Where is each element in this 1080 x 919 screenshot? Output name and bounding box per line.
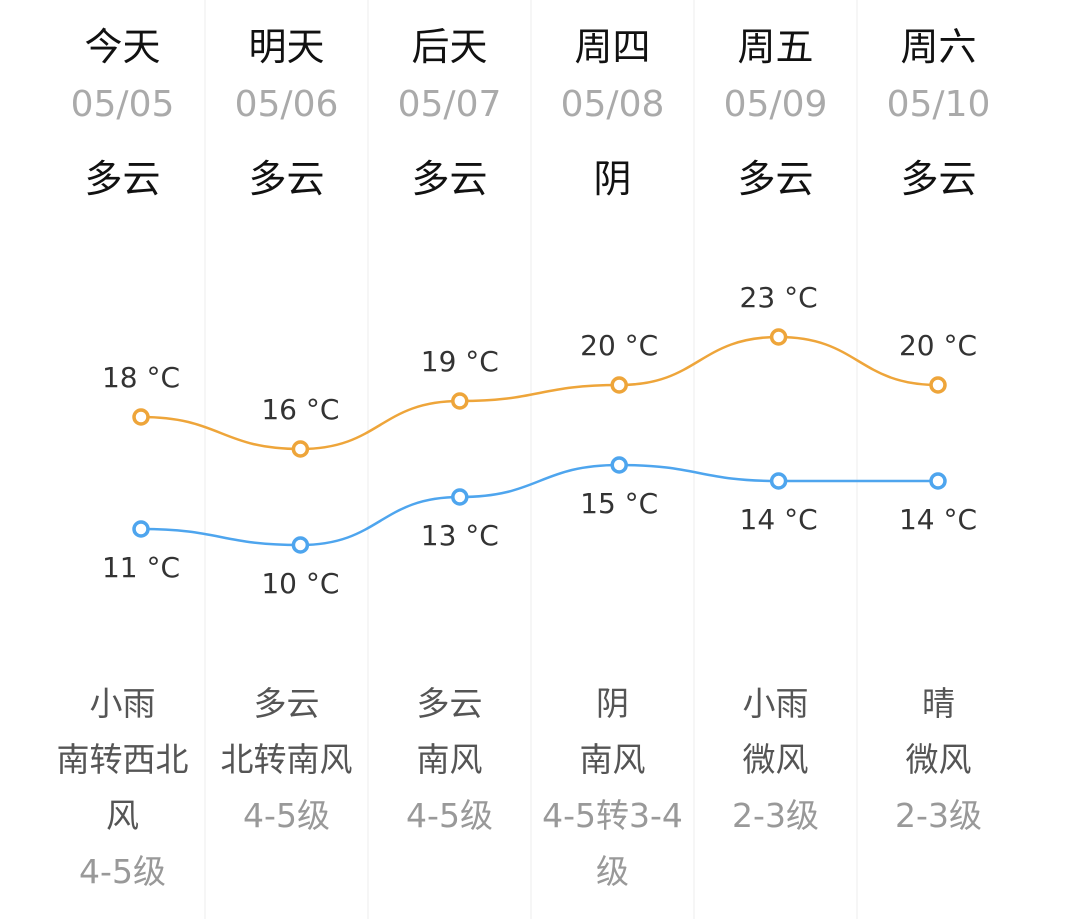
temperature-line [140,335,939,451]
temperature-point [929,376,947,394]
wind: 微风 [742,740,809,779]
day-name: 周五 [737,25,814,69]
day-column: 周六 05/10 多云晴微风 2-3级 [856,0,1019,919]
night-info: 晴微风 2-3级 [860,676,1017,844]
temperature-point [132,408,150,426]
temperature-label: 11 °C [102,551,180,584]
day-name: 明天 [248,25,325,69]
day-weather: 多云 [737,157,814,201]
day-weather: 多云 [411,157,488,201]
temperature-label: 19 °C [421,345,499,378]
wind: 南风 [579,740,646,779]
day-column: 周四 05/08 阴阴南风 4-5转3-4级 [530,0,693,919]
temperature-label: 20 °C [899,329,977,362]
wind-level: 4-5级 [79,852,166,891]
day-name: 后天 [411,25,488,69]
temperature-point [132,520,150,538]
temperature-point [451,392,469,410]
night-weather: 多云 [416,684,483,723]
temperature-point [610,376,628,394]
date: 05/06 [234,84,339,125]
forecast-columns: 今天 05/05 多云 小雨 南转西北风 4-5级 明天 05/06 多云 多云 北转南风 4-5级后… [41,0,1021,919]
temperature-label: 10 °C [261,567,339,600]
temperature-point [929,472,947,490]
night-info: 小雨微风 2-3级 [697,676,854,844]
day-weather: 多云 [84,157,161,201]
night-weather: 小雨 [89,684,156,723]
wind: 北转南风 [220,740,353,779]
wind: 南转西北风 [56,740,189,835]
temperature-point [610,456,628,474]
night-info: 多云北转南风 4-5级 [208,676,365,844]
day-column: 后天 05/07 多云 多云 南风 4-5级 [367,0,530,919]
temperature-label: 20 °C [580,329,658,362]
wind-level: 4-5级 [406,796,493,835]
wind-level: 2-3级 [732,796,819,835]
date: 05/05 [70,84,175,125]
temperature-label: 18 °C [102,361,180,394]
temperature-point [291,440,310,458]
wind-level: 2-3级 [895,796,982,835]
day-column: 明天 05/06 多云 多云 北转南风 4-5级 [204,0,367,919]
night-info: 小雨南转西北风 4-5级 [43,676,202,900]
night-weather: 多云 [253,684,320,723]
day-column: 周五 05/09 多云小雨微风 2-3级 [693,0,856,919]
night-info: 多云南风 4-5级 [371,676,528,844]
date: 05/09 [723,84,828,125]
temperature-label: 23 °C [740,281,818,314]
wind-level: 4-5转3-4级 [542,796,683,891]
day-weather: 多云 [900,157,977,201]
temperature-label: 16 °C [261,393,339,426]
wind-level: 4-5级 [243,796,330,835]
wind: 南风 [416,740,483,779]
day-name: 周四 [574,25,651,69]
date: 05/08 [560,84,665,125]
temperature-point [291,536,310,554]
night-weather: 小雨 [742,684,809,723]
wind: 微风 [905,740,972,779]
temperature-label: 14 °C [740,503,818,536]
day-name: 今天 [84,25,161,69]
night-info: 阴南风 4-5转3-4级 [534,676,691,900]
day-weather: 多云 [248,157,325,201]
temperature-label: 15 °C [580,487,658,520]
temperature-label: 13 °C [421,519,499,552]
day-weather: 阴 [593,157,632,201]
temperature-line [140,463,938,547]
night-weather: 阴 [596,684,629,723]
night-weather: 晴 [922,684,955,723]
temperature-point [769,472,788,490]
date: 05/10 [886,84,991,125]
temperature-point [769,328,788,346]
temperature-label: 14 °C [899,503,977,536]
day-column: 今天 05/05 多云小雨南转西北风 4-5级 [41,0,204,919]
date: 05/07 [397,84,502,125]
day-name: 周六 [900,25,977,69]
temperature-point [451,488,469,506]
